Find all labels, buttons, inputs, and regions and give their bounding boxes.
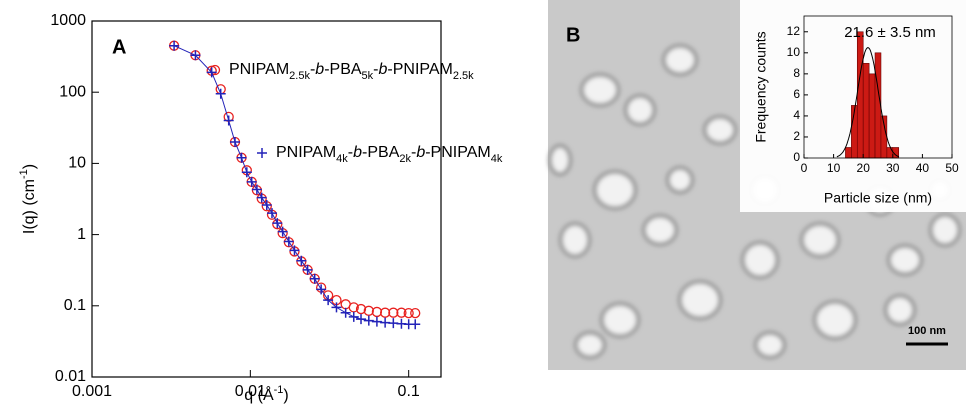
data-point (206, 67, 217, 78)
data-point (379, 307, 391, 318)
legend-entry: PNIPAM2.5k-b-PBA5k-b-PNIPAM2.5k (209, 61, 474, 82)
histogram-bar (886, 147, 894, 159)
x-axis-label: Particle size (nm) (824, 190, 932, 206)
x-tick-label: 30 (886, 161, 900, 175)
y-tick-label: 0 (793, 150, 800, 164)
scale-bar-label: 100 nm (908, 325, 946, 337)
data-point (241, 167, 252, 178)
data-point (403, 307, 414, 319)
data-point (272, 218, 283, 229)
panel-label: B (566, 24, 580, 46)
data-point (246, 176, 257, 187)
histogram-bar (868, 73, 876, 159)
data-point (340, 307, 351, 318)
y-tick-label: 4 (793, 108, 800, 122)
y-tick-label: 10 (787, 45, 801, 59)
data-point (289, 245, 300, 256)
histogram-bar (845, 147, 852, 159)
y-tick-label: 1 (77, 226, 86, 243)
data-point (396, 307, 407, 318)
tem-image: 100 nm B (548, 0, 966, 370)
data-point (331, 302, 342, 313)
y-tick-label: 10 (68, 155, 86, 172)
data-point (371, 306, 383, 318)
data-point (190, 50, 201, 61)
legend-marker (209, 64, 221, 76)
panel-b-inset: 0 2 4 6 8 10 12 0 10 20 30 40 50 Particle size (nm) Fr… (753, 15, 959, 206)
y-tick-label: 0.01 (55, 368, 86, 385)
x-tick-label: 40 (916, 161, 930, 175)
data-point (215, 88, 226, 99)
data-point (309, 273, 320, 284)
legend-label: PNIPAM2.5k-b-PBA5k-b-PNIPAM2.5k (229, 61, 474, 82)
x-tick-label: 0.1 (398, 383, 420, 400)
series-line (173, 45, 416, 325)
data-point (236, 152, 247, 163)
data-point (410, 307, 421, 319)
histogram-bar (856, 31, 864, 159)
x-tick-label: 10 (827, 161, 841, 175)
fit-curve (836, 47, 900, 158)
data-point (388, 307, 399, 318)
data-point (283, 236, 294, 247)
data-point (410, 319, 421, 330)
data-point (371, 316, 382, 327)
y-tick-label: 0.1 (64, 297, 86, 314)
annotation: 21.6 ± 3.5 nm (844, 24, 936, 41)
data-point (223, 115, 234, 126)
y-tick-label: 6 (793, 87, 800, 101)
y-tick-label: 2 (793, 129, 800, 143)
legend-entry: PNIPAM4k-b-PBA2k-b-PNIPAM4k (257, 144, 503, 165)
data-point (251, 184, 262, 195)
legend-marker (257, 148, 267, 158)
y-tick-label: 8 (793, 66, 800, 80)
data-point (316, 284, 327, 295)
plot-frame (91, 20, 442, 378)
y-axis-label: I(q) (cm-1) (18, 164, 38, 234)
y-tick-label: 1000 (50, 12, 86, 29)
data-point (363, 305, 374, 316)
panel-label: A (112, 36, 126, 58)
x-tick-label: 50 (945, 161, 959, 175)
data-point (356, 314, 367, 325)
plot-frame (803, 15, 953, 159)
data-point (355, 303, 367, 315)
data-point (277, 226, 288, 237)
x-tick-label: 0 (801, 161, 808, 175)
x-tick-label: 0.01 (235, 383, 266, 400)
data-point (363, 315, 374, 326)
y-tick-label: 100 (59, 83, 86, 100)
data-point (261, 200, 272, 211)
data-point (266, 208, 277, 219)
legend-label: PNIPAM4k-b-PBA2k-b-PNIPAM4k (276, 144, 503, 165)
y-axis-label: Frequency counts (753, 31, 769, 142)
data-point (302, 264, 313, 275)
x-tick-label: 20 (857, 161, 871, 175)
data-point (169, 40, 180, 51)
histogram-bar (862, 63, 870, 159)
data-point (348, 311, 359, 322)
x-axis-label: q (Å-1) (244, 384, 288, 404)
x-tick-label: 0.001 (72, 383, 112, 400)
y-tick-label: 12 (787, 24, 801, 38)
data-point (229, 136, 240, 147)
data-point (296, 255, 307, 266)
data-point (256, 192, 267, 203)
data-point (323, 295, 334, 306)
